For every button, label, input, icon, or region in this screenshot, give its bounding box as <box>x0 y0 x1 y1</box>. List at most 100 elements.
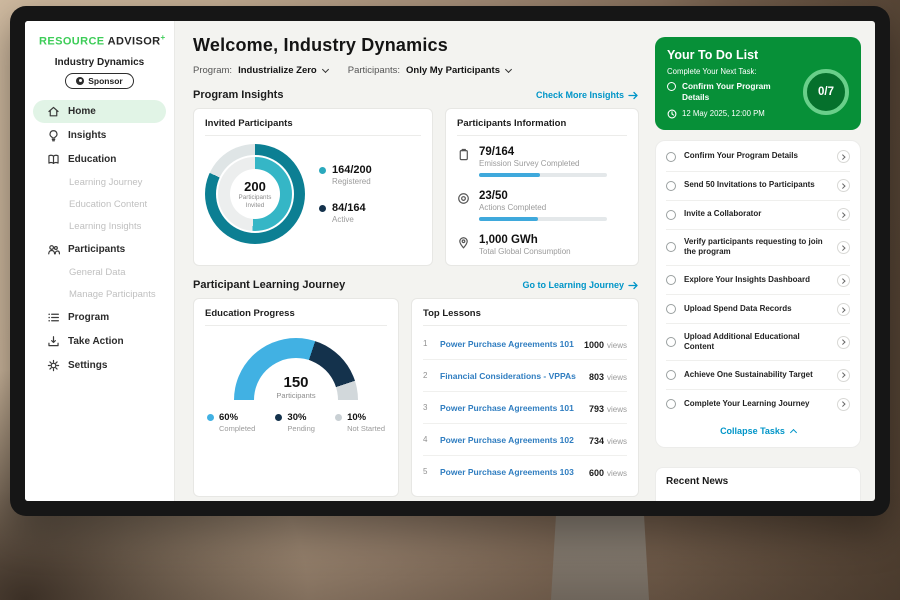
legend-label: Completed <box>219 424 256 433</box>
sidebar-item-learning-insights[interactable]: Learning Insights <box>33 216 166 237</box>
chevron-right-icon[interactable] <box>837 150 850 164</box>
sidebar-item-insights[interactable]: Insights <box>33 124 166 147</box>
checkbox-circle-icon[interactable] <box>666 209 676 220</box>
checkbox-circle-icon[interactable] <box>666 370 676 381</box>
participants-select[interactable]: Only My Participants <box>406 65 513 76</box>
chevron-right-icon[interactable] <box>837 179 850 193</box>
todo-next-task[interactable]: Confirm Your Program Details <box>667 81 795 103</box>
stat-row-consumption: 1,000 GWh Total Global Consumption <box>457 234 627 256</box>
lesson-link[interactable]: Financial Considerations - VPPAs <box>440 370 576 381</box>
todo-progress-text: 0/7 <box>818 86 834 98</box>
chevron-right-icon[interactable] <box>837 368 850 382</box>
progress-bar-fill <box>479 217 538 221</box>
section-title: Program Insights <box>193 89 284 101</box>
todo-task[interactable]: Send 50 Invitations to Participants <box>666 172 850 201</box>
sidebar-item-participants[interactable]: Participants <box>33 238 166 261</box>
go-to-learning-journey-link[interactable]: Go to Learning Journey <box>522 280 639 290</box>
sidebar-item-label: Home <box>68 105 96 117</box>
legend-label: Registered <box>332 177 371 186</box>
sidebar-item-program[interactable]: Program <box>33 306 166 329</box>
sidebar-item-home[interactable]: Home <box>33 99 166 123</box>
stat-value: 79/164 <box>479 146 515 158</box>
checkbox-circle-icon[interactable] <box>666 180 676 191</box>
checkbox-circle-icon[interactable] <box>666 337 676 348</box>
todo-task[interactable]: Complete Your Learning Journey <box>666 390 850 418</box>
todo-task[interactable]: Explore Your Insights Dashboard <box>666 266 850 296</box>
sidebar-item-take-action[interactable]: Take Action <box>33 330 166 353</box>
legend-active: 84/164 Active <box>319 202 372 224</box>
program-filter: Program: Industrialize Zero <box>193 65 329 76</box>
sidebar-item-manage-participants[interactable]: Manage Participants <box>33 284 166 305</box>
legend-value: 60% <box>219 412 239 423</box>
stat-row-emission-survey: 79/164 Emission Survey Completed <box>457 146 627 177</box>
sidebar-item-learning-journey[interactable]: Learning Journey <box>33 172 166 193</box>
chevron-right-icon[interactable] <box>837 335 850 349</box>
checkbox-circle-icon[interactable] <box>666 304 676 315</box>
legend-dot-navy <box>319 205 326 212</box>
lesson-link[interactable]: Power Purchase Agreements 101 <box>440 402 574 413</box>
sidebar-item-label: Education Content <box>69 198 148 210</box>
chevron-down-icon <box>321 65 329 73</box>
sponsor-badge[interactable]: Sponsor <box>65 72 134 89</box>
lesson-link[interactable]: Power Purchase Agreements 103 <box>440 466 574 477</box>
arrow-right-icon <box>628 281 638 289</box>
chevron-right-icon[interactable] <box>837 397 850 411</box>
todo-task[interactable]: Verify participants requesting to join t… <box>666 230 850 267</box>
task-label: Complete Your Learning Journey <box>684 398 810 408</box>
checkbox-circle-icon[interactable] <box>666 275 676 286</box>
collapse-tasks-button[interactable]: Collapse Tasks <box>666 418 850 445</box>
card-title: Education Progress <box>205 308 387 326</box>
checkbox-circle-icon[interactable] <box>666 399 676 410</box>
chevron-right-icon[interactable] <box>837 302 850 316</box>
card-title: Top Lessons <box>423 308 627 326</box>
brand-part2: ADVISOR <box>107 35 161 48</box>
sponsor-icon <box>76 76 85 85</box>
brand-plus: + <box>160 33 166 42</box>
checkbox-circle-icon[interactable] <box>666 242 676 253</box>
lesson-row: 1 Power Purchase Agreements 101 1000 view… <box>423 328 627 360</box>
sidebar-nav: Home Insights Education Learning Journey <box>25 99 174 377</box>
monitor-frame: RESOURCE ADVISOR+ Industry Dynamics Spon… <box>10 6 890 516</box>
legend-registered: 164/200 Registered <box>319 164 372 186</box>
chevron-down-icon <box>504 65 513 73</box>
education-progress-card: Education Progress 150 Participants <box>193 298 399 497</box>
clipboard-icon <box>457 148 470 161</box>
book-icon <box>47 153 60 166</box>
todo-task[interactable]: Upload Spend Data Records <box>666 295 850 325</box>
invited-participants-card: Invited Participants 200 Participants In… <box>193 108 433 266</box>
check-more-insights-link[interactable]: Check More Insights <box>536 90 639 100</box>
card-title: Participants Information <box>457 118 627 136</box>
lesson-views-unit: views <box>606 340 627 350</box>
lesson-link[interactable]: Power Purchase Agreements 102 <box>440 434 574 445</box>
legend-value: 30% <box>287 412 307 423</box>
sidebar-item-label: Settings <box>68 359 108 371</box>
sidebar-item-settings[interactable]: Settings <box>33 354 166 377</box>
target-icon <box>457 192 470 205</box>
chevron-right-icon[interactable] <box>837 273 850 287</box>
recent-news-title: Recent News <box>666 476 729 487</box>
chevron-right-icon[interactable] <box>837 208 850 222</box>
chevron-right-icon[interactable] <box>837 240 850 254</box>
lesson-views: 734 <box>588 435 604 446</box>
home-icon <box>47 105 60 118</box>
sidebar: RESOURCE ADVISOR+ Industry Dynamics Spon… <box>25 21 175 501</box>
monitor-stand <box>551 500 649 600</box>
todo-task[interactable]: Achieve One Sustainability Target <box>666 361 850 391</box>
gauge-center-value: 150 <box>283 373 309 391</box>
checkbox-circle-icon[interactable] <box>666 151 676 162</box>
sidebar-item-label: Manage Participants <box>69 288 156 300</box>
progress-bar <box>479 173 607 177</box>
checkbox-circle-icon[interactable] <box>667 82 676 91</box>
program-select[interactable]: Industrialize Zero <box>238 65 329 76</box>
lesson-views-unit: views <box>606 404 627 414</box>
sidebar-item-general-data[interactable]: General Data <box>33 262 166 283</box>
legend-label: Pending <box>287 424 315 433</box>
sidebar-item-education-content[interactable]: Education Content <box>33 194 166 215</box>
todo-task[interactable]: Upload Additional Educational Content <box>666 324 850 362</box>
sidebar-item-education[interactable]: Education <box>33 148 166 171</box>
todo-task[interactable]: Invite a Collaborator <box>666 201 850 230</box>
todo-task[interactable]: Confirm Your Program Details <box>666 143 850 172</box>
lesson-link[interactable]: Power Purchase Agreements 101 <box>440 338 574 349</box>
invited-donut-chart: 200 Participants Invited <box>205 144 305 244</box>
